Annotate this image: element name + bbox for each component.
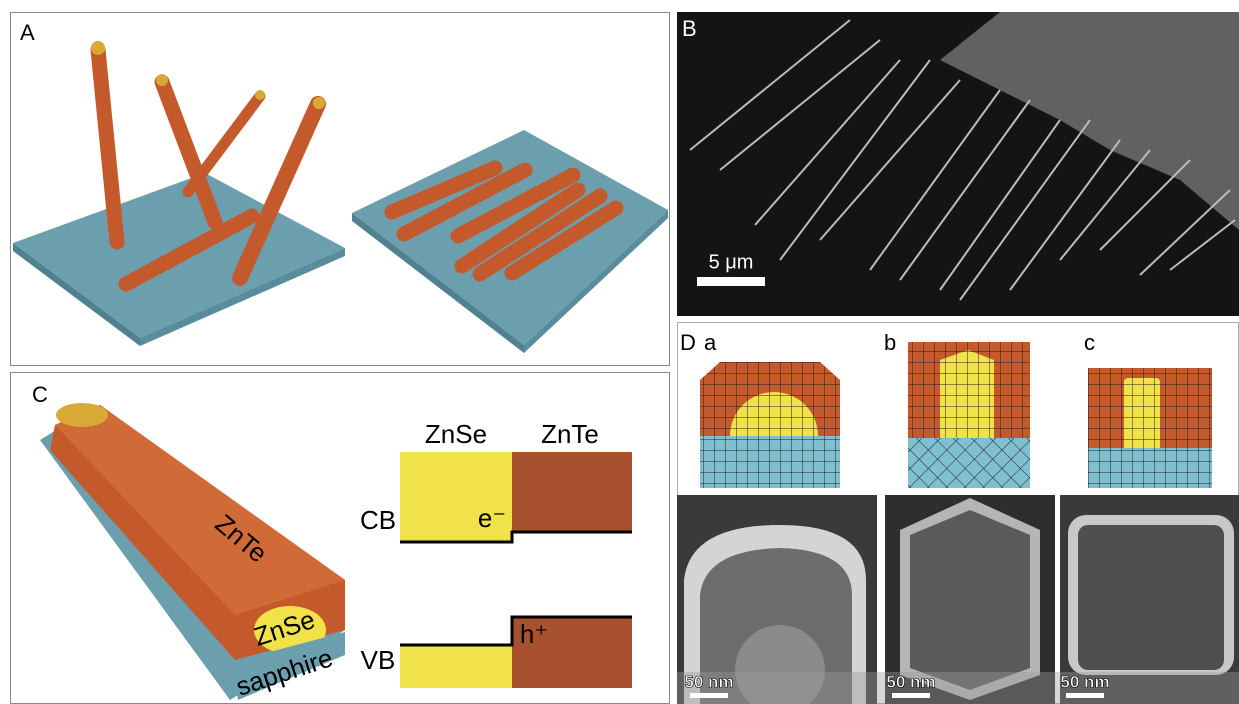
substrate-edge [140,248,345,346]
schematic-c [1088,368,1212,488]
cb-edge [400,530,632,544]
cb-label: CB [360,505,396,535]
sub-label: c [1084,330,1095,355]
nanowire [396,162,533,242]
scale-bars [690,693,1104,698]
nanowire [384,160,503,220]
sub-label: b [884,330,896,355]
substrate-edge [524,210,668,353]
shell-top [55,405,345,615]
catalyst [91,41,105,55]
nanowire [454,182,586,274]
schematic-a [700,362,840,488]
vb-label: VB [361,645,396,675]
catalyst [56,403,108,427]
catalyst [255,90,265,100]
nanowire [154,74,223,230]
nanowire [90,42,125,250]
scale-label: 50 nm [1060,672,1109,691]
substrate-edge [352,213,524,353]
catalyst [156,74,168,86]
nanowires [689,19,1236,301]
hole-label: h⁺ [520,619,548,649]
nanowire [182,90,266,198]
substrate-face [232,632,345,700]
znse-vb [400,645,512,688]
panel-a: A [10,12,670,366]
panel-d: D a b c [677,322,1239,704]
znse-cb [400,452,512,542]
nanowire [472,188,608,282]
nanowire [504,200,624,281]
lying-wires [384,160,624,282]
panel-c: C ZnTe ZnSe sapphire ZnSe ZnTe CB e⁻ VB … [10,372,670,704]
substrate-edge [13,243,140,346]
panel-label: A [20,20,35,45]
nanowire [118,208,260,292]
vb-edge [400,615,632,647]
nanowire [232,96,326,286]
band-left-label: ZnSe [425,419,487,449]
panel-b: 5 μm B [677,12,1239,316]
sub-label: a [704,330,717,355]
scale-label: 50 nm [886,672,935,691]
nanowire [450,167,581,244]
schematic-b [908,342,1030,488]
panel-label: C [32,382,48,407]
electron-label: e⁻ [478,503,506,533]
band-right-label: ZnTe [541,419,599,449]
scale-label: 5 μm [709,251,754,273]
znte-cb [512,452,632,532]
catalyst [313,97,325,109]
znte-vb [512,617,632,688]
panel-label: D [680,330,696,355]
scale-bar [697,277,765,286]
tem-images [677,495,1239,704]
scale-label: 50 nm [684,672,733,691]
panel-label: B [682,16,697,41]
